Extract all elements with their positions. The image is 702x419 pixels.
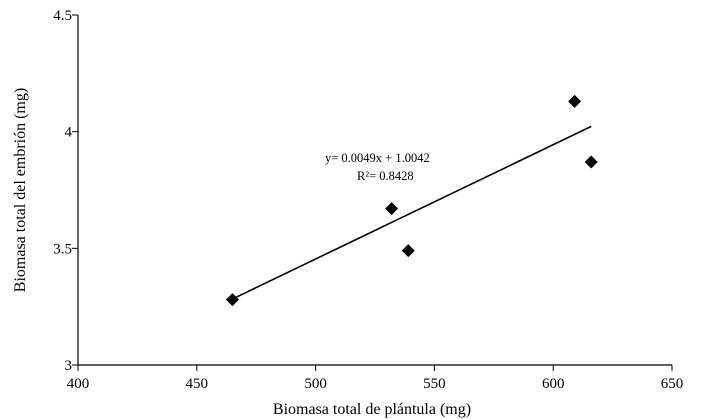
y-tick-label: 3 [65,358,73,374]
tick-labels: 400 450 500 550 600 650 3 3.5 4 4.5 [53,8,683,392]
data-points [225,94,598,307]
x-tick-label: 500 [304,376,327,392]
data-point [401,244,415,258]
axes [72,14,673,371]
x-tick-label: 450 [186,376,209,392]
y-tick-label: 3.5 [53,241,72,257]
data-point [568,94,582,108]
r-squared-annotation: R²= 0.8428 [357,169,414,183]
trendline [232,125,592,300]
x-tick-label: 400 [67,376,90,392]
x-tick-label: 650 [661,376,684,392]
y-tick-label: 4 [65,125,73,141]
data-point [385,202,399,216]
data-point [584,155,598,169]
equation-annotation: y= 0.0049x + 1.0042 [325,151,430,165]
y-axis-label: Biomasa total del embrión (mg) [12,88,29,292]
y-tick-label: 4.5 [53,8,72,24]
x-axis-label: Biomasa total de plántula (mg) [273,401,471,418]
x-tick-label: 600 [542,376,565,392]
x-tick-label: 550 [423,376,446,392]
data-point [225,293,239,307]
